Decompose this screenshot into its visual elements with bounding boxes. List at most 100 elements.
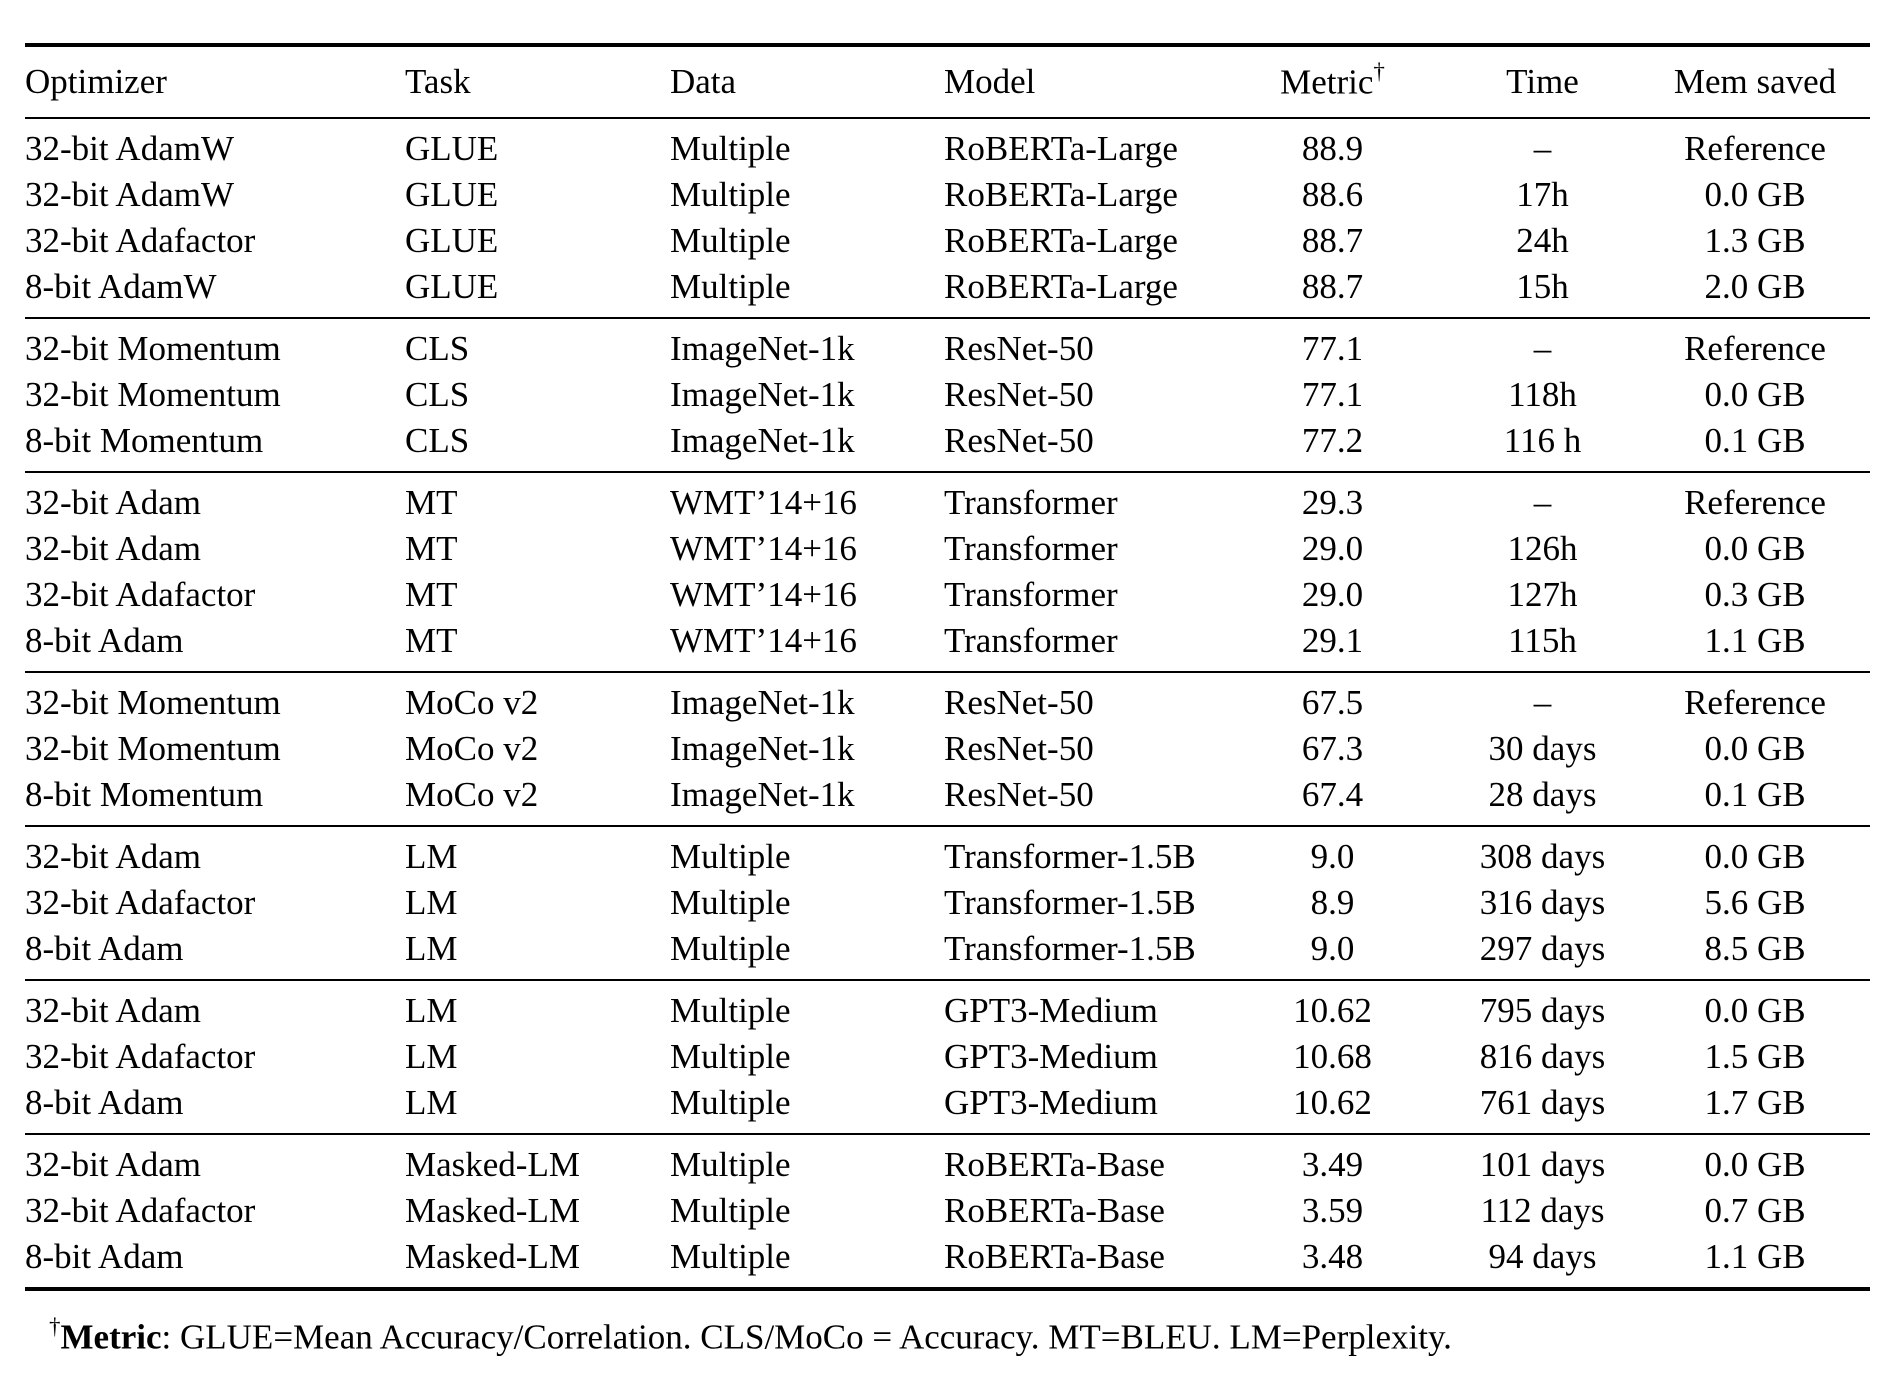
mem-saved-cell: 0.0 GB (1704, 1145, 1806, 1184)
table-row: 8-bit AdamW GLUE Multiple RoBERTa-Large … (25, 264, 1870, 318)
mem-saved-cell: 8.5 GB (1704, 929, 1806, 968)
table-row: 32-bit Adam MT WMT’14+16 Transformer 29.… (25, 472, 1870, 526)
optimizer-cell: 32-bit AdamW (25, 129, 234, 168)
metric-cell: 67.3 (1301, 729, 1364, 768)
data-cell: Multiple (670, 221, 791, 260)
metric-cell: 29.0 (1301, 575, 1364, 614)
table-group-cls: 32-bit Momentum CLS ImageNet-1k ResNet-5… (25, 318, 1870, 472)
optimizer-cell: 8-bit Momentum (25, 421, 264, 460)
table-row: 32-bit Momentum CLS ImageNet-1k ResNet-5… (25, 318, 1870, 372)
task-cell: LM (405, 929, 458, 968)
mem-saved-cell: 0.0 GB (1704, 729, 1806, 768)
time-cell: 112 days (1480, 1191, 1605, 1230)
data-cell: WMT’14+16 (670, 621, 857, 660)
time-cell: 17h (1516, 175, 1569, 214)
optimizer-cell: 32-bit Adafactor (25, 1191, 256, 1230)
mem-saved-cell: Reference (1684, 329, 1826, 368)
task-cell: GLUE (405, 129, 499, 168)
metric-cell: 77.2 (1301, 421, 1364, 460)
metric-cell: 67.5 (1301, 683, 1364, 722)
task-cell: GLUE (405, 267, 499, 306)
data-cell: ImageNet-1k (670, 375, 855, 414)
time-cell: 115h (1508, 621, 1577, 660)
dagger-icon: † (49, 1314, 61, 1339)
table-row: 8-bit Adam Masked-LM Multiple RoBERTa-Ba… (25, 1234, 1870, 1289)
table-row: 32-bit Adafactor LM Multiple Transformer… (25, 880, 1870, 926)
optimizer-cell: 32-bit Adafactor (25, 575, 256, 614)
optimizer-cell: 32-bit AdamW (25, 175, 234, 214)
table-row: 32-bit Adam LM Multiple GPT3-Medium 10.6… (25, 980, 1870, 1034)
mem-saved-cell: Reference (1684, 129, 1826, 168)
model-cell: Transformer-1.5B (944, 837, 1196, 876)
time-cell: 126h (1507, 529, 1578, 568)
metric-cell: 29.0 (1301, 529, 1364, 568)
table-row: 32-bit Momentum MoCo v2 ImageNet-1k ResN… (25, 726, 1870, 772)
data-cell: ImageNet-1k (670, 729, 855, 768)
task-cell: MoCo v2 (405, 775, 539, 814)
model-cell: RoBERTa-Large (944, 267, 1178, 306)
model-cell: Transformer (944, 621, 1118, 660)
column-header-metric: Metric† (1220, 45, 1445, 118)
optimizer-cell: 32-bit Adam (25, 837, 201, 876)
table-row: 32-bit Adafactor Masked-LM Multiple RoBE… (25, 1188, 1870, 1234)
model-cell: RoBERTa-Large (944, 221, 1178, 260)
model-cell: ResNet-50 (944, 775, 1094, 814)
task-cell: LM (405, 1083, 458, 1122)
model-cell: RoBERTa-Large (944, 175, 1178, 214)
time-cell: 816 days (1479, 1037, 1606, 1076)
data-cell: WMT’14+16 (670, 575, 857, 614)
time-cell: 308 days (1479, 837, 1606, 876)
task-cell: LM (405, 837, 458, 876)
time-cell: 94 days (1488, 1237, 1597, 1276)
metric-cell: 29.1 (1301, 621, 1364, 660)
task-cell: MT (405, 621, 458, 660)
footnote-text: : GLUE=Mean Accuracy/Correlation. CLS/Mo… (161, 1317, 1452, 1357)
table-row: 8-bit Adam LM Multiple Transformer-1.5B … (25, 926, 1870, 980)
optimizer-cell: 32-bit Adafactor (25, 1037, 256, 1076)
model-cell: RoBERTa-Large (944, 129, 1178, 168)
optimizer-cell: 32-bit Momentum (25, 683, 281, 722)
model-cell: RoBERTa-Base (944, 1191, 1165, 1230)
column-header-optimizer: Optimizer (25, 62, 167, 101)
metric-cell: 10.68 (1293, 1037, 1372, 1076)
table-footnote: †Metric: GLUE=Mean Accuracy/Correlation.… (49, 1314, 1452, 1358)
optimizer-cell: 32-bit Adam (25, 483, 201, 522)
metric-cell: 3.59 (1301, 1191, 1364, 1230)
metric-cell: 88.7 (1301, 267, 1364, 306)
metric-cell: 10.62 (1293, 1083, 1372, 1122)
time-cell: 101 days (1479, 1145, 1606, 1184)
table-row: 32-bit Adafactor MT WMT’14+16 Transforme… (25, 572, 1870, 618)
time-cell: 316 days (1479, 883, 1606, 922)
column-header-data: Data (670, 62, 737, 101)
table-row: 32-bit AdamW GLUE Multiple RoBERTa-Large… (25, 172, 1870, 218)
time-cell: 24h (1516, 221, 1569, 260)
mem-saved-cell: 1.1 GB (1704, 621, 1806, 660)
optimizer-cell: 8-bit Adam (25, 621, 184, 660)
model-cell: ResNet-50 (944, 329, 1094, 368)
table-row: 32-bit Adam LM Multiple Transformer-1.5B… (25, 826, 1870, 880)
metric-cell: 77.1 (1301, 329, 1364, 368)
data-cell: Multiple (670, 837, 791, 876)
task-cell: CLS (405, 421, 470, 460)
task-cell: Masked-LM (405, 1191, 580, 1230)
mem-saved-cell: 1.7 GB (1704, 1083, 1806, 1122)
model-cell: Transformer-1.5B (944, 883, 1196, 922)
model-cell: GPT3-Medium (944, 1083, 1158, 1122)
metric-cell: 3.49 (1301, 1145, 1364, 1184)
table-group-mt: 32-bit Adam MT WMT’14+16 Transformer 29.… (25, 472, 1870, 672)
metric-cell: 8.9 (1310, 883, 1355, 922)
model-cell: RoBERTa-Base (944, 1145, 1165, 1184)
task-cell: GLUE (405, 221, 499, 260)
metric-cell: 67.4 (1301, 775, 1364, 814)
mem-saved-cell: 0.1 GB (1704, 421, 1806, 460)
time-cell: – (1533, 129, 1552, 168)
optimizer-cell: 8-bit Adam (25, 929, 184, 968)
mem-saved-cell: 1.5 GB (1704, 1037, 1806, 1076)
mem-saved-cell: 0.0 GB (1704, 529, 1806, 568)
metric-cell: 88.7 (1301, 221, 1364, 260)
task-cell: CLS (405, 375, 470, 414)
time-cell: 15h (1516, 267, 1569, 306)
mem-saved-cell: 0.0 GB (1704, 837, 1806, 876)
metric-cell: 3.48 (1301, 1237, 1364, 1276)
